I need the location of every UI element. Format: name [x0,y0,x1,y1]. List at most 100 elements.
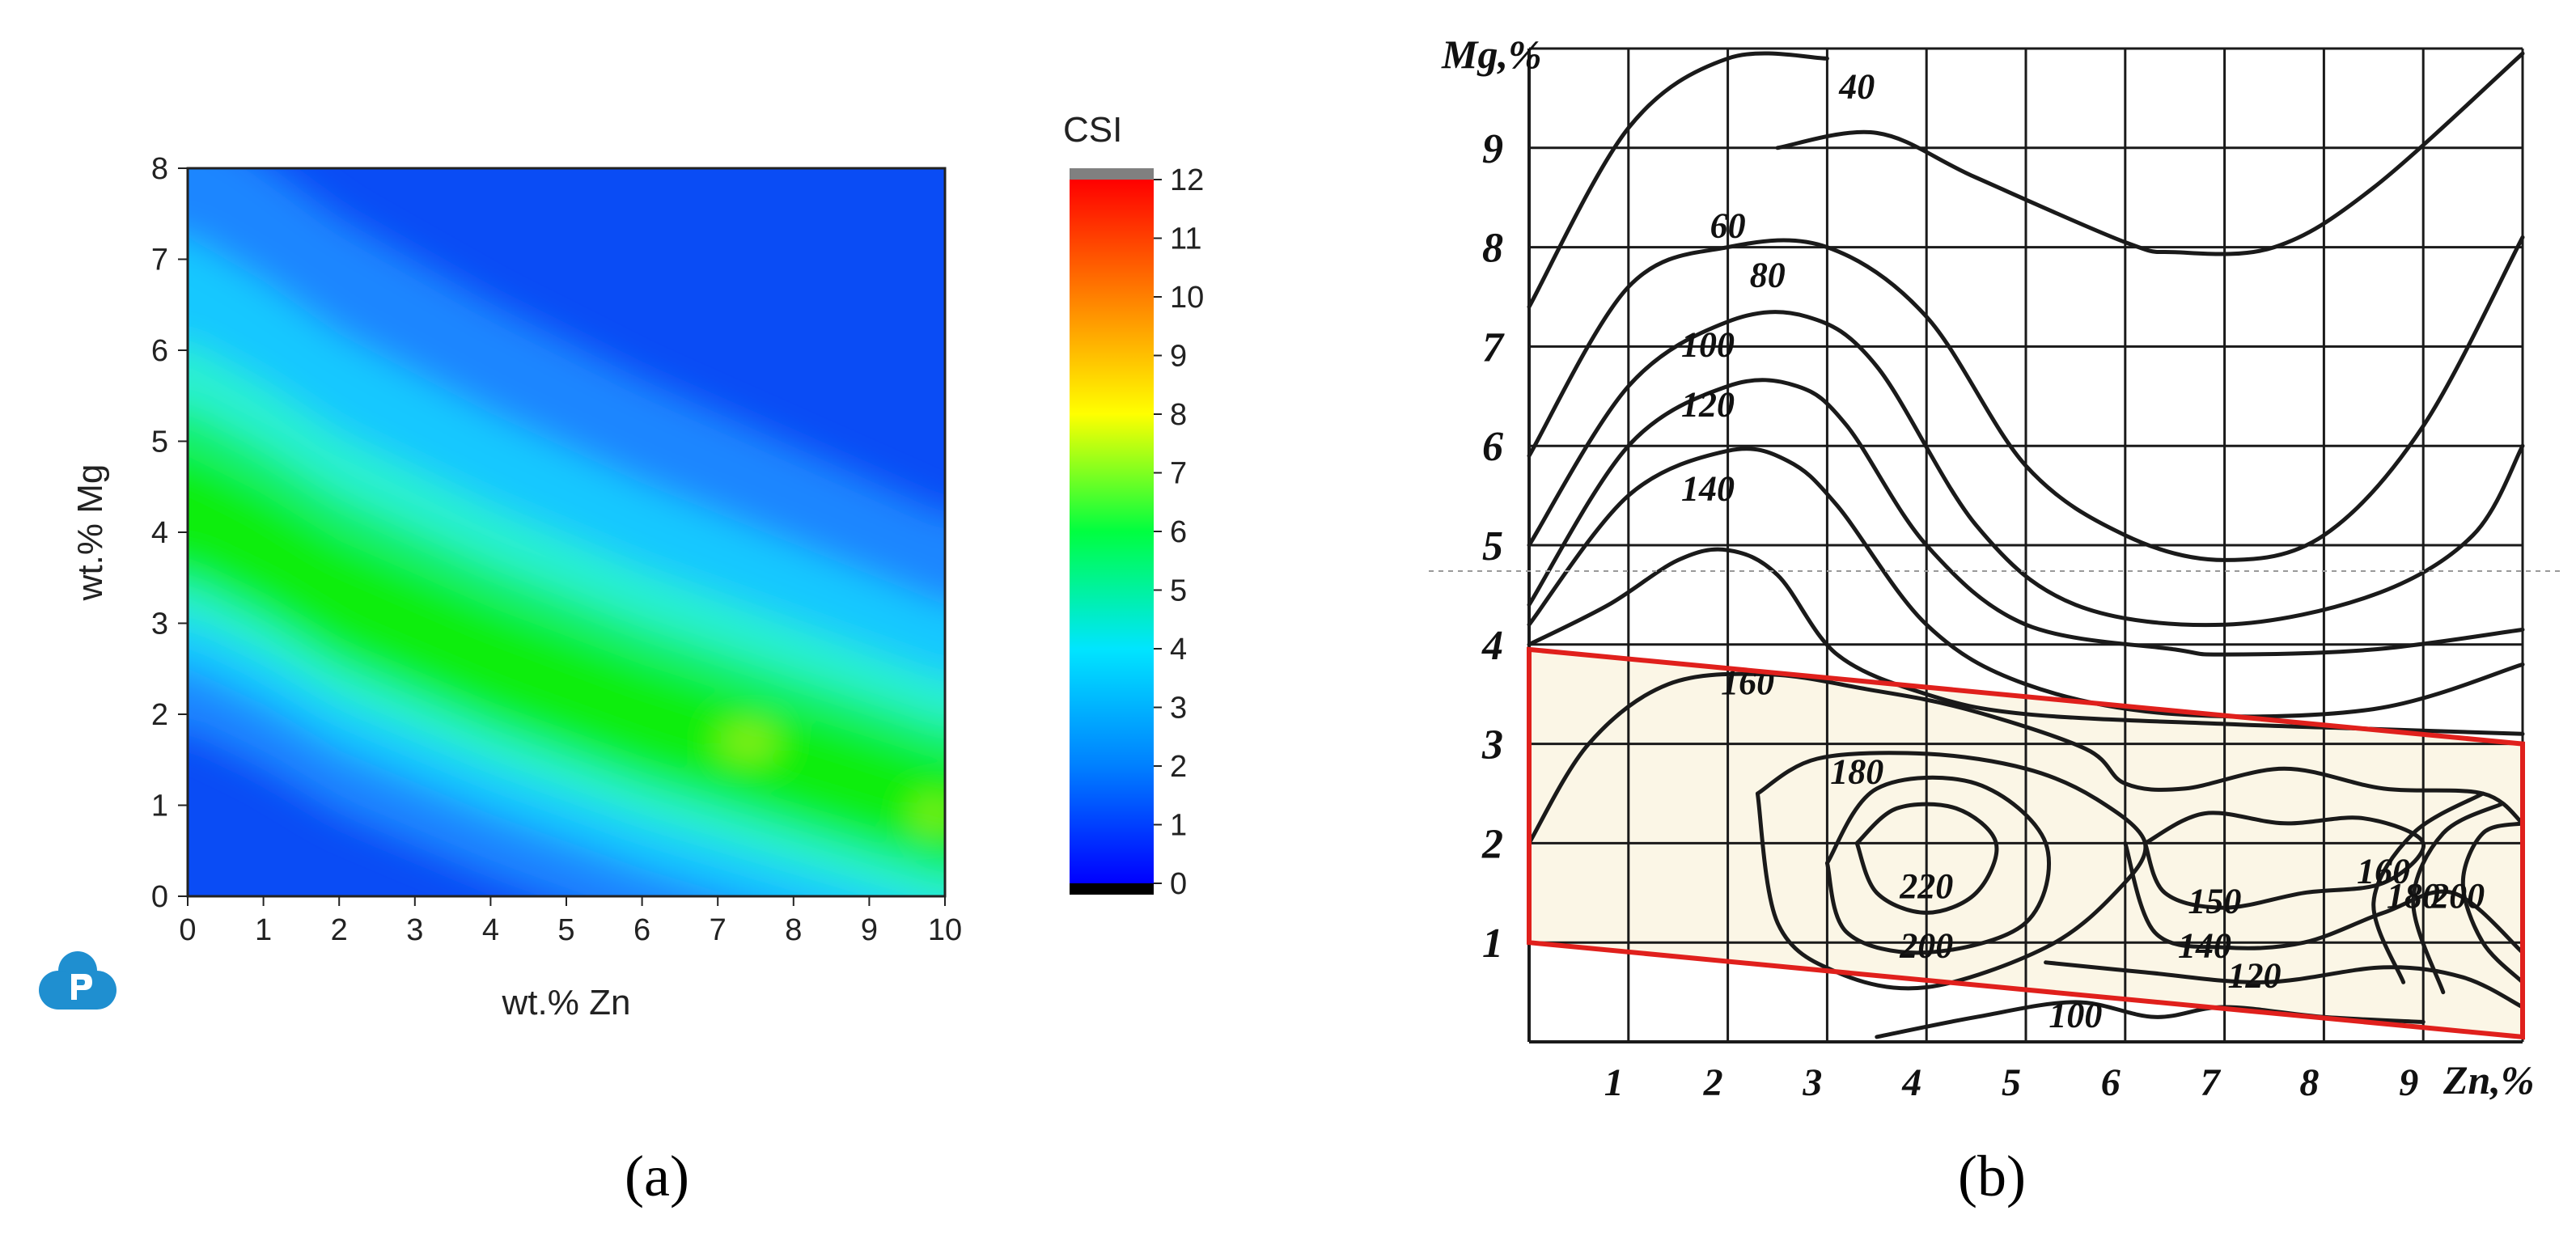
x-axis-ticks: 1 2 3 4 5 6 7 8 9 [1604,1061,2418,1104]
panel-b-label: (b) [1958,1144,2026,1208]
x-axis-ticks: 0 1 2 3 4 5 6 7 8 9 10 [179,896,962,947]
x-tick-label: 7 [2201,1061,2222,1104]
contour-label: 180 [1830,752,1883,792]
y-tick-label: 8 [1482,226,1503,272]
y-axis-ticks: 0 1 2 3 4 5 6 7 8 [151,152,188,914]
colorbar-tick-label: 8 [1170,398,1187,432]
colorbar-under-cap [1070,883,1154,895]
contour-line-160 [2371,791,2485,984]
colorbar-title: CSI [1063,110,1122,150]
colorbar-over-cap [1070,168,1154,180]
contour-line-100 [1527,378,2525,657]
x-tick-label: 3 [1802,1061,1822,1104]
y-tick-label: 7 [151,243,168,277]
colorbar-tick-label: 1 [1170,809,1187,843]
contour-label: 140 [2178,926,2231,966]
y-axis-title: Mg,% [1441,32,1542,77]
x-tick-label: 10 [928,913,962,947]
heatmap-band-peak [188,455,945,856]
publisher-logo-icon [39,951,117,1010]
colorbar-tick-label: 6 [1170,515,1187,549]
panel-b-contour-chart: 4060801001201401601802202001501401201001… [1429,32,2560,1208]
contour-label: 160 [2357,852,2410,891]
y-tick-label: 2 [1481,821,1503,867]
heatmap-highlight [720,731,776,751]
colorbar-tick-label: 3 [1170,692,1187,726]
contour-label: 120 [1681,384,1735,424]
y-tick-label: 5 [151,425,168,459]
colorbar-tick-label: 9 [1170,340,1187,374]
x-tick-label: 1 [1604,1061,1624,1104]
heatmap-area [188,168,945,896]
colorbar-tick-label: 5 [1170,574,1187,608]
contour-line-180 [2411,801,2505,995]
contour-line-220 [1854,802,1999,915]
contour-line-180 [1755,751,2148,991]
colorbar-tick-label: 11 [1170,222,1201,256]
y-axis-title: wt.% Mg [70,464,110,602]
contour-label: 180 [2387,876,2440,916]
x-tick-label: 9 [861,913,878,947]
contour-label: 60 [1710,205,1746,245]
y-tick-label: 2 [151,698,168,732]
x-tick-label: 4 [1901,1061,1921,1104]
contour-line-150 [2142,811,2426,910]
x-axis-title: wt.% Zn [502,983,631,1022]
y-tick-label: 7 [1482,324,1505,370]
contour-line-200 [2460,821,2525,984]
colorbar-tick-label: 4 [1170,633,1187,667]
contour-line-120 [1527,447,2525,719]
contour-label: 100 [2049,996,2102,1035]
contour-labels: 4060801001201401601802202001501401201001… [1681,66,2485,1035]
y-tick-label: 6 [151,334,168,368]
colorbar-tick-label: 2 [1170,750,1187,784]
y-tick-label: 8 [151,152,168,186]
y-tick-label: 3 [1481,722,1503,768]
contour-label: 200 [2430,876,2485,916]
contour-label: 100 [1681,325,1735,365]
contour-label: 150 [2188,881,2241,921]
colorbar-tick-label: 7 [1170,457,1187,491]
y-tick-label: 0 [151,880,168,914]
colorbar-tick-label: 12 [1170,163,1204,197]
x-tick-label: 2 [331,913,348,947]
contour-label: 140 [1681,469,1735,509]
colorbar-tick-label: 10 [1170,281,1204,315]
x-axis-title: Zn,% [2443,1057,2535,1103]
colorbar-ramp [1070,180,1154,883]
y-tick-label: 1 [151,789,168,823]
y-axis-ticks: 1 2 3 4 5 6 7 8 9 [1481,126,1505,967]
x-tick-label: 2 [1703,1061,1723,1104]
x-tick-label: 6 [633,913,650,947]
heatmap-highlight [915,804,945,824]
y-tick-label: 3 [151,607,168,641]
x-tick-label: 5 [2002,1061,2021,1104]
contour-line-40 [1775,51,2525,256]
y-tick-label: 4 [151,516,168,550]
highlight-region-border [1527,646,2525,1040]
x-tick-label: 8 [785,913,802,947]
heatmap-bands [188,168,945,896]
contour-label: 200 [1899,926,1953,966]
x-tick-label: 0 [179,913,196,947]
x-tick-label: 4 [482,913,499,947]
x-tick-label: 6 [2101,1061,2121,1104]
y-tick-label: 1 [1482,921,1503,967]
contour-line-60 [1527,235,2525,562]
y-tick-label: 5 [1482,523,1503,569]
contour-label: 80 [1750,256,1786,295]
x-tick-label: 7 [710,913,727,947]
x-tick-label: 1 [255,913,272,947]
contour-label: 40 [1838,66,1875,106]
colorbar-tick-label: 0 [1170,867,1187,901]
contour-line-140 [2123,840,2525,955]
y-tick-label: 6 [1482,424,1503,470]
x-tick-label: 3 [406,913,423,947]
contour-line-160 [1527,671,2525,845]
contour-line-120 [2044,960,2525,1010]
contour-line-200 [1824,775,2052,955]
